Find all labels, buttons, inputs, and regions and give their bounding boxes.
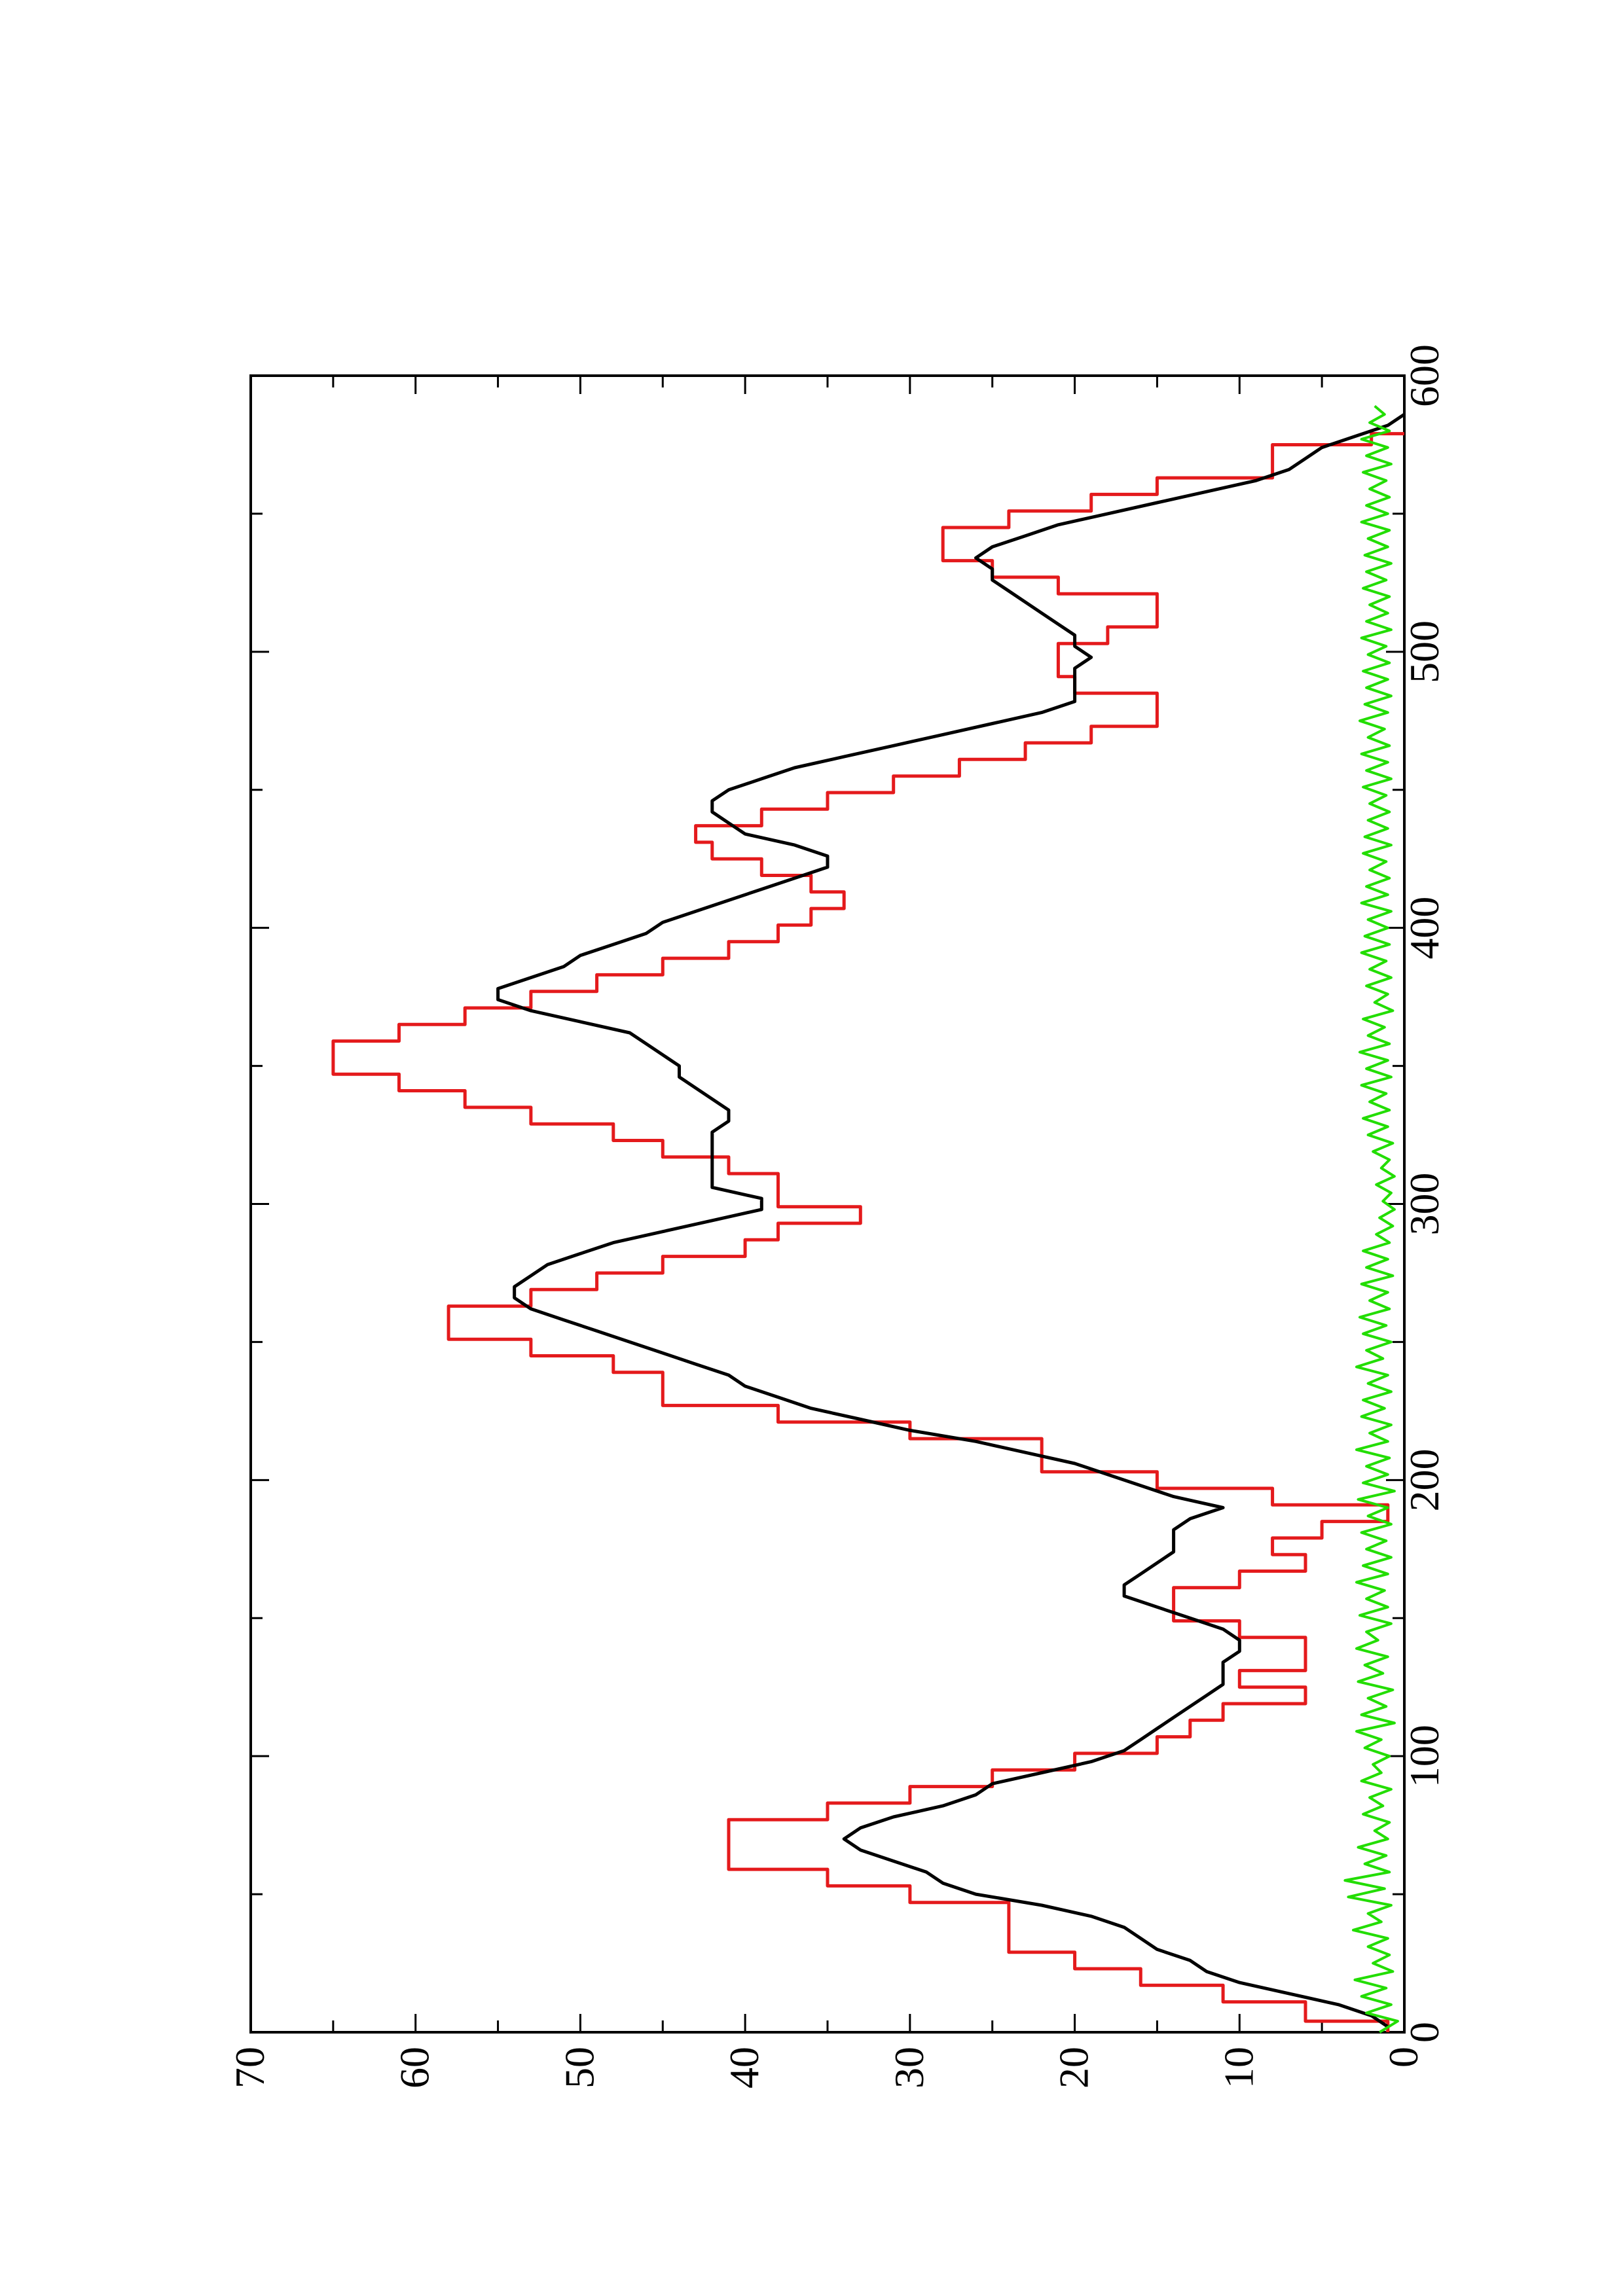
x-tick-label: 300 (1401, 1173, 1448, 1236)
series-red-step-line (331, 432, 1404, 2032)
x-tick-label: 600 (1401, 344, 1448, 407)
x-tick-label: 200 (1401, 1448, 1448, 1511)
x-tick-label: 500 (1401, 620, 1448, 683)
series-green-line (1343, 404, 1399, 2034)
y-tick-label: 10 (1215, 2047, 1262, 2089)
labels-layer: 0 100 200 300 400 500 600 0 10 20 30 40 50 60 70 (227, 344, 1448, 2089)
y-tick-label: 30 (886, 2047, 932, 2089)
x-tick-label: 100 (1401, 1725, 1448, 1787)
y-tick-label: 60 (392, 2047, 438, 2089)
y-tick-label: 20 (1051, 2047, 1097, 2089)
series-layer (331, 404, 1406, 2034)
series-black-line (496, 413, 1406, 2028)
y-tick-label: 40 (721, 2047, 767, 2089)
x-tick-label: 400 (1401, 897, 1448, 960)
y-tick-label: 70 (227, 2047, 273, 2089)
y-tick-label: 50 (556, 2047, 602, 2089)
x-tick-label: 0 (1401, 2022, 1448, 2043)
y-tick-label: 0 (1380, 2047, 1427, 2068)
